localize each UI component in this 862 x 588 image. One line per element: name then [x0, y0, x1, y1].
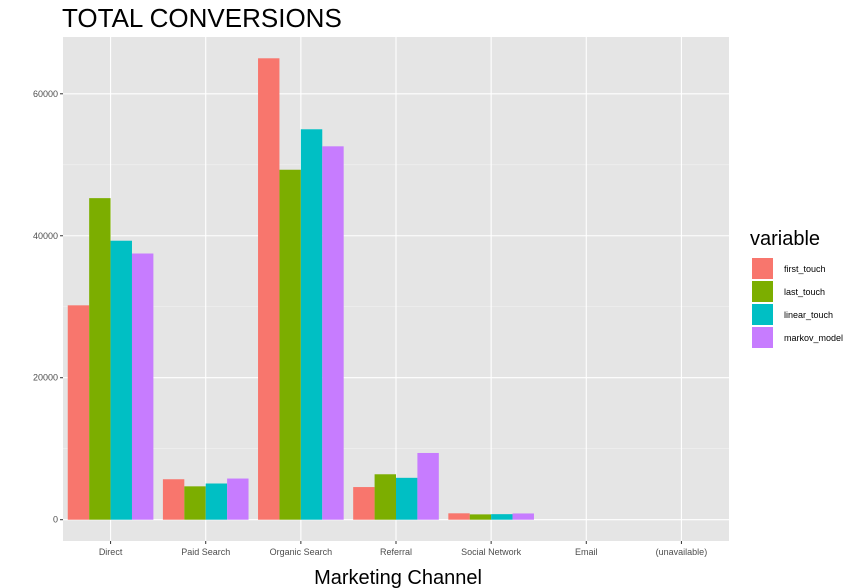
bar-first_touch-4 [448, 513, 470, 520]
bar-linear_touch-4 [491, 514, 513, 520]
x-axis-title: Marketing Channel [314, 567, 482, 588]
bar-markov_model-1 [227, 478, 249, 520]
x-tick-label: Direct [99, 547, 123, 557]
legend-label-markov_model: markov_model [784, 333, 843, 343]
bar-first_touch-0 [67, 305, 90, 520]
y-tick-label: 20000 [33, 373, 58, 383]
legend-title: variable [750, 228, 820, 250]
bar-last_touch-2 [279, 169, 301, 520]
bar-first_touch-2 [258, 58, 280, 520]
y-tick-label: 0 [53, 515, 58, 525]
legend-key-linear_touch [752, 304, 773, 325]
bar-last_touch-0 [89, 198, 111, 520]
x-axis: Direct Paid Search Organic Search Referral S… [99, 541, 707, 557]
legend-label-first_touch: first_touch [784, 264, 826, 274]
x-tick-label: Email [575, 547, 598, 557]
y-tick-label: 60000 [33, 89, 58, 99]
bar-linear_touch-3 [396, 477, 418, 520]
legend: variable first_touch last_touch linear_tou… [750, 228, 843, 348]
legend-key-first_touch [752, 258, 773, 279]
legend-label-last_touch: last_touch [784, 287, 825, 297]
bar-last_touch-3 [374, 474, 396, 520]
bar-first_touch-3 [353, 487, 375, 520]
bar-markov_model-2 [322, 146, 344, 520]
legend-label-linear_touch: linear_touch [784, 310, 833, 320]
x-tick-label: (unavailable) [656, 547, 708, 557]
bar-markov_model-4 [512, 513, 534, 520]
y-axis: 0 20000 40000 60000 [33, 89, 63, 525]
bars-group [67, 58, 534, 520]
bar-last_touch-1 [184, 486, 206, 520]
bar-first_touch-1 [162, 479, 185, 520]
x-tick-label: Social Network [461, 547, 522, 557]
bar-linear_touch-0 [110, 240, 132, 520]
bar-last_touch-4 [469, 514, 492, 520]
bar-markov_model-3 [417, 452, 439, 520]
x-tick-label: Paid Search [181, 547, 230, 557]
legend-key-last_touch [752, 281, 773, 302]
x-tick-label: Organic Search [270, 547, 333, 557]
bar-markov_model-0 [131, 253, 154, 520]
chart-title: TOTAL CONVERSIONS [62, 3, 342, 33]
x-tick-label: Referral [380, 547, 412, 557]
legend-key-markov_model [752, 327, 773, 348]
bar-linear_touch-1 [205, 483, 228, 520]
y-tick-label: 40000 [33, 231, 58, 241]
bar-linear_touch-2 [300, 129, 323, 520]
